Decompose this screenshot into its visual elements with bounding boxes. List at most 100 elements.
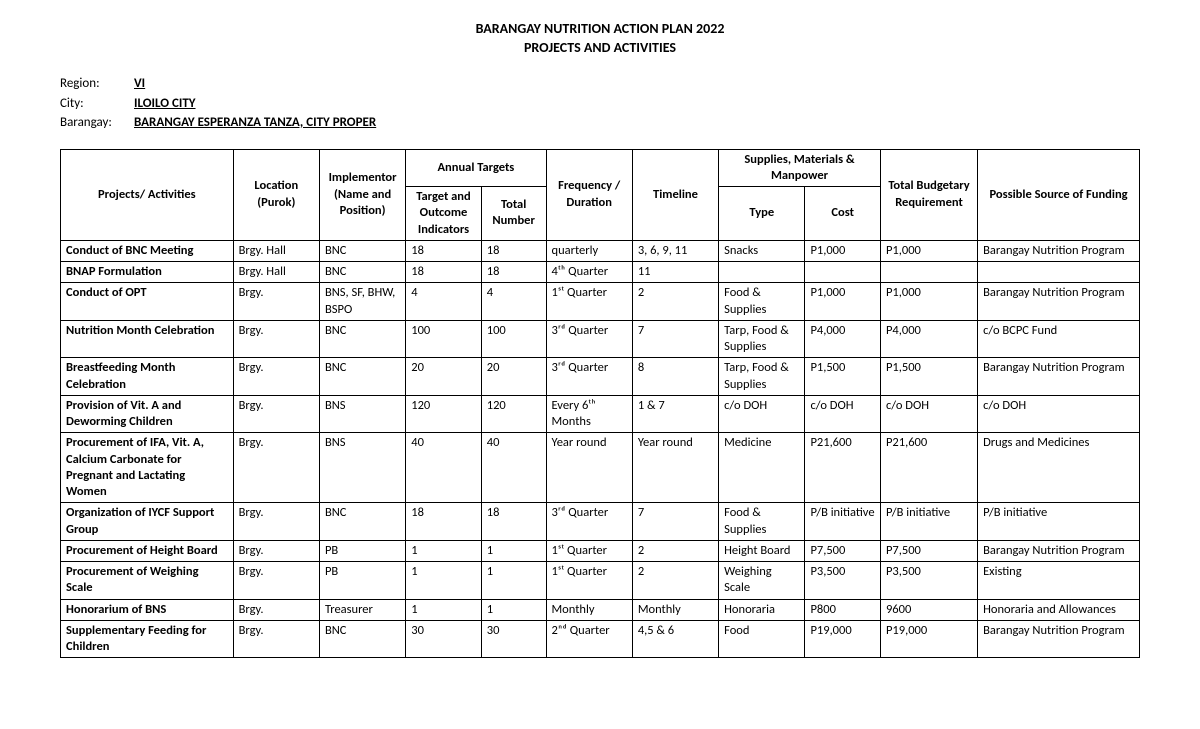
- th-projects: Projects/ Activities: [61, 149, 234, 240]
- cell-timeline: 2: [632, 562, 718, 600]
- cell-budget: P1,500: [880, 358, 977, 396]
- th-cost: Cost: [805, 187, 881, 241]
- cell-target: 40: [406, 433, 482, 503]
- cell-frequency: quarterly: [546, 240, 632, 261]
- cell-location: Brgy.: [233, 620, 319, 658]
- cell-funding: Barangay Nutrition Program: [978, 620, 1140, 658]
- th-annual-targets: Annual Targets: [406, 149, 546, 187]
- cell-implementor: PB: [319, 540, 405, 561]
- cell-cost: c/o DOH: [805, 395, 881, 433]
- cell-type: [719, 262, 805, 283]
- th-supplies: Supplies, Materials & Manpower: [719, 149, 881, 187]
- cell-type: Height Board: [719, 540, 805, 561]
- cell-budget: P1,000: [880, 240, 977, 261]
- cell-location: Brgy.: [233, 358, 319, 396]
- cell-funding: Barangay Nutrition Program: [978, 240, 1140, 261]
- cell-frequency: 1ˢᵗ Quarter: [546, 283, 632, 321]
- cell-total: 40: [481, 433, 546, 503]
- cell-timeline: 7: [632, 503, 718, 541]
- cell-frequency: 3ʳᵈ Quarter: [546, 320, 632, 358]
- table-row: Conduct of BNC MeetingBrgy. HallBNC1818q…: [61, 240, 1140, 261]
- cell-budget: P21,600: [880, 433, 977, 503]
- cell-activity: Provision of Vit. A and Deworming Childr…: [61, 395, 234, 433]
- cell-implementor: BNC: [319, 358, 405, 396]
- cell-activity: BNAP Formulation: [61, 262, 234, 283]
- cell-implementor: PB: [319, 562, 405, 600]
- cell-funding: P/B initiative: [978, 503, 1140, 541]
- cell-target: 100: [406, 320, 482, 358]
- cell-timeline: 11: [632, 262, 718, 283]
- cell-target: 18: [406, 503, 482, 541]
- cell-timeline: Monthly: [632, 599, 718, 620]
- cell-cost: P800: [805, 599, 881, 620]
- cell-location: Brgy.: [233, 540, 319, 561]
- table-row: Supplementary Feeding for ChildrenBrgy.B…: [61, 620, 1140, 658]
- cell-funding: Barangay Nutrition Program: [978, 283, 1140, 321]
- meta-barangay-value: BARANGAY ESPERANZA TANZA, CITY PROPER: [134, 113, 376, 133]
- th-frequency: Frequency / Duration: [546, 149, 632, 240]
- cell-location: Brgy.: [233, 320, 319, 358]
- meta-region: Region: VI: [60, 74, 1140, 94]
- cell-activity: Procurement of IFA, Vit. A, Calcium Carb…: [61, 433, 234, 503]
- cell-implementor: Treasurer: [319, 599, 405, 620]
- cell-target: 120: [406, 395, 482, 433]
- cell-implementor: BNC: [319, 620, 405, 658]
- meta-barangay-label: Barangay:: [60, 113, 130, 133]
- meta-block: Region: VI City: ILOILO CITY Barangay: B…: [60, 74, 1140, 133]
- cell-frequency: 1ˢᵗ Quarter: [546, 562, 632, 600]
- cell-total: 18: [481, 262, 546, 283]
- cell-activity: Organization of IYCF Support Group: [61, 503, 234, 541]
- cell-activity: Breastfeeding Month Celebration: [61, 358, 234, 396]
- cell-funding: Barangay Nutrition Program: [978, 358, 1140, 396]
- cell-type: Food & Supplies: [719, 283, 805, 321]
- cell-type: Medicine: [719, 433, 805, 503]
- cell-timeline: 1 & 7: [632, 395, 718, 433]
- cell-target: 20: [406, 358, 482, 396]
- cell-cost: P4,000: [805, 320, 881, 358]
- meta-city-label: City:: [60, 94, 130, 114]
- cell-location: Brgy. Hall: [233, 262, 319, 283]
- cell-location: Brgy.: [233, 283, 319, 321]
- cell-total: 100: [481, 320, 546, 358]
- action-plan-table: Projects/ Activities Location (Purok) Im…: [60, 149, 1140, 659]
- meta-city-value: ILOILO CITY: [134, 94, 196, 114]
- cell-frequency: 2ⁿᵈ Quarter: [546, 620, 632, 658]
- table-header: Projects/ Activities Location (Purok) Im…: [61, 149, 1140, 240]
- meta-region-label: Region:: [60, 74, 130, 94]
- cell-type: Snacks: [719, 240, 805, 261]
- cell-timeline: 2: [632, 540, 718, 561]
- cell-total: 18: [481, 240, 546, 261]
- cell-cost: P/B initiative: [805, 503, 881, 541]
- cell-timeline: 8: [632, 358, 718, 396]
- cell-timeline: Year round: [632, 433, 718, 503]
- cell-total: 120: [481, 395, 546, 433]
- cell-implementor: BNC: [319, 240, 405, 261]
- table-row: Honorarium of BNSBrgy.Treasurer11Monthly…: [61, 599, 1140, 620]
- cell-funding: Drugs and Medicines: [978, 433, 1140, 503]
- cell-funding: c/o DOH: [978, 395, 1140, 433]
- cell-total: 18: [481, 503, 546, 541]
- cell-activity: Procurement of Height Board: [61, 540, 234, 561]
- cell-type: Weighing Scale: [719, 562, 805, 600]
- cell-target: 4: [406, 283, 482, 321]
- meta-city: City: ILOILO CITY: [60, 94, 1140, 114]
- cell-implementor: BNC: [319, 262, 405, 283]
- cell-budget: [880, 262, 977, 283]
- cell-timeline: 7: [632, 320, 718, 358]
- table-row: BNAP FormulationBrgy. HallBNC18184ᵗʰ Qua…: [61, 262, 1140, 283]
- cell-frequency: 4ᵗʰ Quarter: [546, 262, 632, 283]
- cell-location: Brgy.: [233, 562, 319, 600]
- cell-type: c/o DOH: [719, 395, 805, 433]
- th-funding: Possible Source of Funding: [978, 149, 1140, 240]
- cell-budget: c/o DOH: [880, 395, 977, 433]
- th-total-number: Total Number: [481, 187, 546, 241]
- cell-funding: Honoraria and Allowances: [978, 599, 1140, 620]
- table-row: Nutrition Month CelebrationBrgy.BNC10010…: [61, 320, 1140, 358]
- cell-target: 1: [406, 599, 482, 620]
- cell-cost: P19,000: [805, 620, 881, 658]
- cell-funding: Existing: [978, 562, 1140, 600]
- cell-location: Brgy.: [233, 599, 319, 620]
- cell-implementor: BNC: [319, 320, 405, 358]
- cell-total: 20: [481, 358, 546, 396]
- cell-target: 30: [406, 620, 482, 658]
